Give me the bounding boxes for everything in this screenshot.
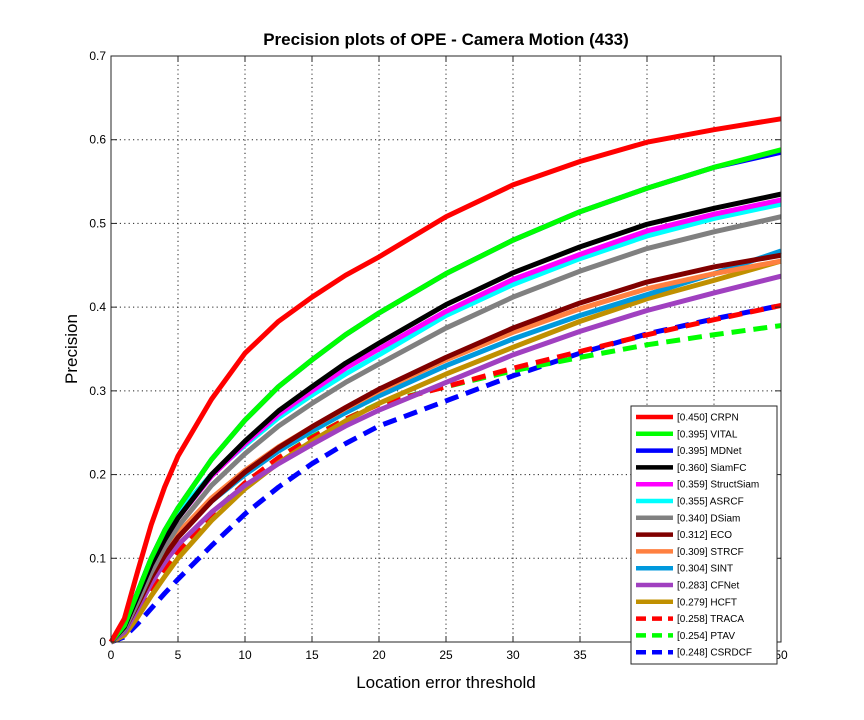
y-tick-label: 0.7 <box>89 49 106 63</box>
legend-entry: [0.254] PTAV <box>677 631 735 642</box>
x-tick-label: 0 <box>108 648 115 662</box>
series-line <box>108 116 782 644</box>
x-tick-label: 5 <box>175 648 182 662</box>
x-tick-label: 10 <box>238 648 252 662</box>
legend: [0.450] CRPN [0.395] VITAL [0.395] MDNet [0… <box>630 405 778 665</box>
legend-entry: [0.304] SINT <box>677 564 733 575</box>
x-tick-label: 35 <box>573 648 587 662</box>
y-tick-label: 0.5 <box>89 216 106 230</box>
series-line <box>109 303 782 645</box>
x-tick-label: 20 <box>372 648 386 662</box>
legend-entry: [0.279] HCFT <box>677 597 737 608</box>
y-axis-label: Precision <box>62 314 81 384</box>
legend-entry: [0.395] VITAL <box>677 429 738 440</box>
legend-entry: [0.283] CFNet <box>677 581 739 592</box>
y-tick-label: 0 <box>99 635 106 649</box>
series-layer <box>108 116 782 645</box>
x-tick-label: 30 <box>506 648 520 662</box>
x-tick-label: 25 <box>439 648 453 662</box>
x-tick-label: 15 <box>305 648 319 662</box>
legend-entry: [0.340] DSiam <box>677 513 740 524</box>
series-line <box>109 147 782 644</box>
y-tick-label: 0.3 <box>89 384 106 398</box>
legend-entry: [0.355] ASRCF <box>677 497 744 508</box>
legend-entry: [0.360] SiamFC <box>677 463 746 474</box>
legend-entry: [0.248] CSRDCF <box>677 648 752 659</box>
series-line <box>109 214 782 644</box>
y-tick-label: 0.1 <box>89 551 106 565</box>
y-tick-label: 0.4 <box>89 300 106 314</box>
legend-entry: [0.450] CRPN <box>677 413 739 424</box>
y-tick-label: 0.6 <box>89 133 106 147</box>
legend-entry: [0.312] ECO <box>677 530 732 541</box>
y-tick-label: 0.2 <box>89 468 106 482</box>
legend-entry: [0.359] StructSiam <box>677 480 759 491</box>
legend-entry: [0.258] TRACA <box>677 614 744 625</box>
legend-entry: [0.395] MDNet <box>677 446 742 457</box>
chart-title: Precision plots of OPE - Camera Motion (… <box>263 30 629 49</box>
x-tick-label: 50 <box>774 648 788 662</box>
x-axis-label: Location error threshold <box>356 673 536 692</box>
legend-entry: [0.309] STRCF <box>677 547 744 558</box>
